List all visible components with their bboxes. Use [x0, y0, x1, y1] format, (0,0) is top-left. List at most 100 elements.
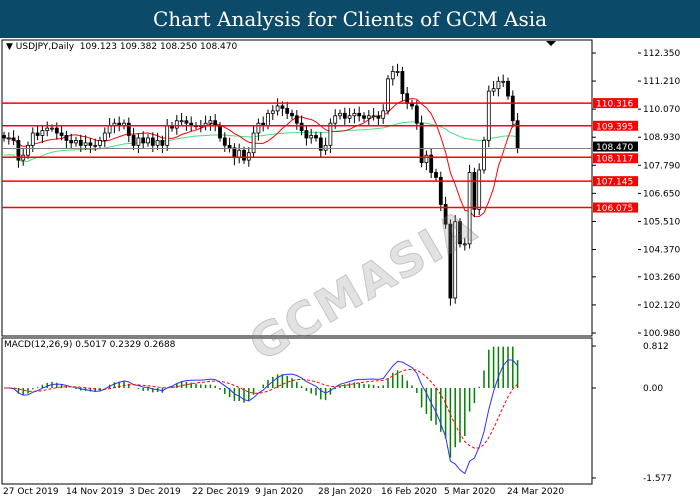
candle-body — [366, 115, 371, 119]
candle-body — [74, 140, 78, 144]
candle-body — [453, 221, 458, 299]
candle-body — [222, 137, 227, 146]
x-tick-label: 22 Dec 2019 — [192, 487, 250, 497]
page-title: Chart Analysis for Clients of GCM Asia — [0, 0, 700, 38]
candle-body — [462, 243, 467, 246]
candle-body — [285, 108, 290, 114]
candle-body — [294, 115, 299, 124]
candle-body — [11, 137, 16, 141]
candle-body — [390, 71, 395, 80]
y-tick-label: 105.510 — [643, 217, 680, 227]
candle-body — [266, 112, 270, 127]
candle-body — [179, 120, 184, 123]
y-tick-label: 100.980 — [643, 329, 680, 339]
candle-body — [328, 122, 333, 146]
candle-body — [381, 110, 386, 119]
x-tick-label: 14 Nov 2019 — [66, 487, 124, 497]
candle-body — [35, 132, 40, 136]
x-tick-label: 24 Mar 2020 — [507, 487, 565, 497]
candle-body — [510, 95, 515, 122]
price-pane — [1, 39, 593, 337]
candle-body — [270, 110, 275, 114]
candle-body — [232, 147, 237, 159]
candle-body — [246, 152, 251, 161]
macd-y-tick-label: -1.577 — [643, 474, 672, 484]
symbol-label: USDJPY,Daily — [15, 42, 75, 52]
candle-body — [141, 137, 146, 144]
candle-body — [45, 127, 50, 131]
candle-body — [323, 144, 328, 151]
candle-body — [438, 176, 443, 205]
x-tick-label: 5 Mar 2020 — [444, 487, 496, 497]
candle-body — [136, 137, 141, 146]
chart-svg[interactable]: 112.350 111.210 110.070 108.930 107.790 106.6… — [0, 38, 700, 500]
x-tick-label: 27 Oct 2019 — [3, 487, 59, 497]
candle-body — [2, 135, 6, 139]
candle-body — [357, 112, 362, 117]
candle-body — [482, 140, 486, 171]
candle-body — [280, 105, 285, 109]
level-tag — [593, 120, 638, 131]
level-tag-label: 109.395 — [596, 122, 633, 132]
candle-body — [93, 144, 98, 147]
candle-body — [496, 80, 501, 90]
macd-pane — [1, 337, 593, 485]
candle-body — [443, 204, 448, 225]
shift-marker-icon — [546, 41, 556, 46]
y-tick-label: 103.260 — [643, 273, 680, 283]
candle-body — [227, 144, 232, 149]
candle-body — [410, 103, 414, 107]
candle-body — [83, 142, 88, 146]
ma-fast-line — [4, 98, 518, 218]
candle-body — [88, 142, 93, 146]
candle-body — [419, 122, 424, 163]
macd-line — [4, 359, 518, 475]
candle-body — [150, 137, 155, 146]
x-tick-label: 9 Jan 2020 — [255, 487, 304, 497]
candle-body — [16, 140, 21, 161]
y-tick-label: 106.650 — [643, 189, 680, 199]
candle-body — [376, 115, 381, 119]
candle-body — [338, 112, 342, 117]
candle-body — [429, 154, 434, 173]
level-tag-label: 108.117 — [596, 155, 633, 165]
macd-y-tick-label: 0.00 — [643, 384, 663, 394]
y-tick-label: 110.070 — [643, 105, 680, 115]
candle-body — [501, 80, 506, 83]
candle-body — [30, 132, 35, 146]
candle-body — [434, 172, 438, 178]
level-tag — [593, 153, 638, 164]
y-tick-label: 102.120 — [643, 301, 680, 311]
candle-body — [304, 130, 309, 139]
candle-body — [251, 132, 256, 154]
candle-body — [155, 140, 160, 146]
level-tag — [593, 176, 638, 187]
candle-body — [448, 223, 453, 299]
candle-body — [160, 140, 165, 146]
candle-body — [165, 125, 170, 146]
candle-body — [515, 120, 520, 149]
candle-body — [102, 132, 107, 141]
candle-body — [242, 149, 246, 161]
ohlc-label: 109.123 109.382 108.250 108.470 — [79, 42, 238, 52]
candle-body — [477, 169, 482, 210]
macd-signal-line — [4, 368, 518, 449]
candle-body — [318, 137, 323, 151]
candle-body — [40, 130, 45, 136]
candle-body — [64, 135, 69, 141]
candle-body — [314, 135, 318, 139]
symbol-legend: ▼ USDJPY,Daily 109.123 109.382 108.250 1… — [6, 42, 238, 52]
level-tag — [593, 98, 638, 109]
candle-body — [386, 78, 390, 112]
candle-body — [486, 90, 491, 141]
candle-body — [107, 125, 112, 134]
x-tick-label: 16 Feb 2020 — [381, 487, 438, 497]
y-tick-label: 104.370 — [643, 246, 680, 256]
level-tag — [593, 202, 638, 213]
candle-body — [342, 112, 347, 119]
candle-body — [414, 105, 419, 124]
macd-legend: MACD(12,26,9) 0.5017 0.2329 0.2688 — [4, 340, 176, 350]
candle-body — [458, 221, 462, 245]
candle-body — [54, 127, 59, 134]
candle-body — [26, 144, 30, 156]
